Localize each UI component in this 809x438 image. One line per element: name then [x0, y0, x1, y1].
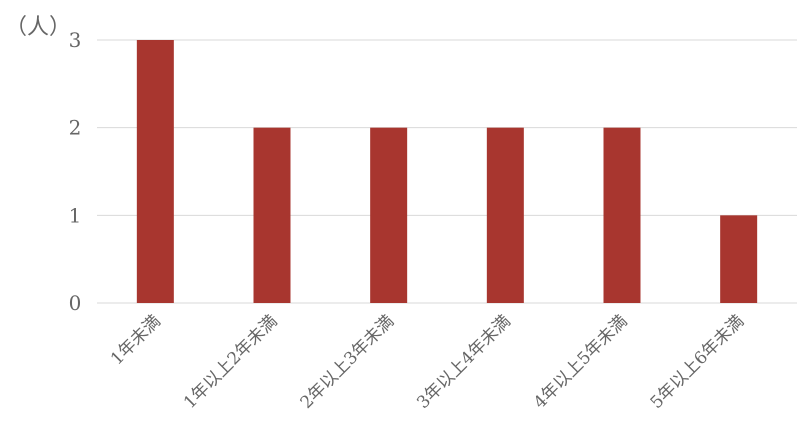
y-tick-label: 3: [69, 28, 82, 52]
bar: [603, 127, 641, 304]
bar: [720, 215, 758, 303]
x-tick-label: 3年以上4年未満: [413, 311, 515, 413]
bar: [136, 40, 174, 303]
bar: [370, 127, 408, 304]
x-tick-labels: 1年未満 1年以上2年未満 2年以上3年未満 3年以上4年未満 4年以上5年未満 5年以上…: [107, 311, 748, 413]
x-tick-label: 5年以上6年未満: [647, 311, 749, 413]
y-tick-label: 2: [69, 116, 82, 140]
bar: [253, 127, 291, 304]
x-tick-label: 1年以上2年未満: [180, 311, 282, 413]
x-tick-label: 4年以上5年未満: [530, 311, 632, 413]
y-tick-label: 1: [69, 203, 82, 227]
x-tick-label: 1年未満: [107, 311, 165, 369]
y-tick-labels: 0 1 2 3: [69, 28, 82, 315]
bar: [486, 127, 524, 304]
bar-layer: [136, 40, 758, 304]
x-tick-label: 2年以上3年未満: [297, 311, 399, 413]
y-tick-label: 0: [69, 291, 82, 315]
y-axis-label: （人）: [5, 15, 71, 40]
grid-layer: [97, 39, 797, 304]
